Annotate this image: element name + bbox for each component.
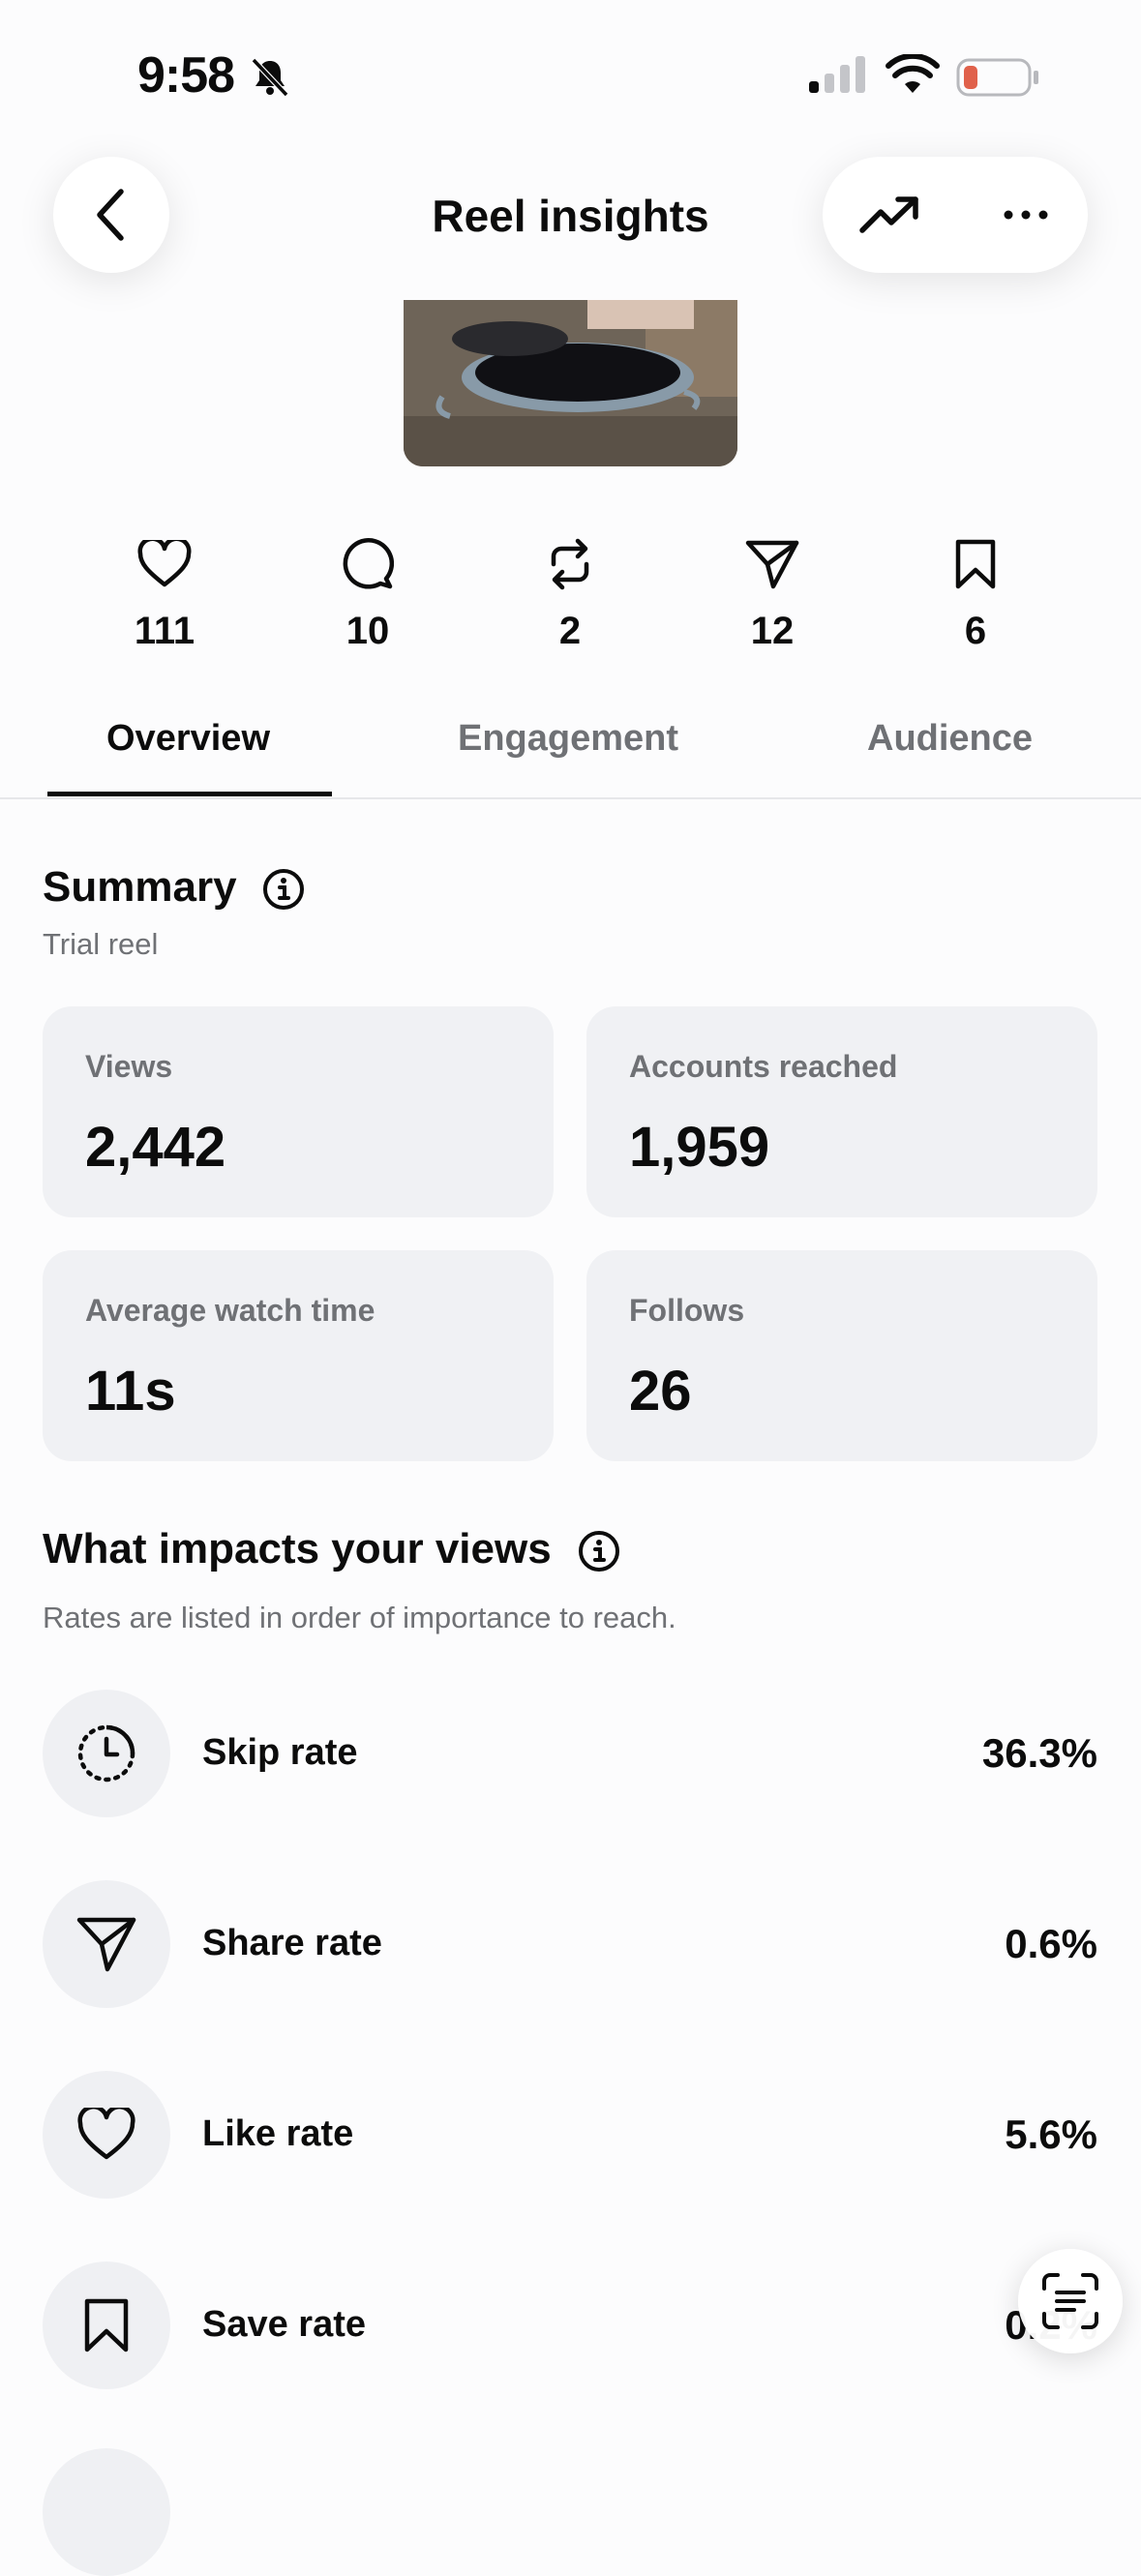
comments-count: 10 bbox=[345, 610, 390, 652]
reposts-count: 2 bbox=[558, 610, 582, 652]
wifi-icon bbox=[886, 54, 940, 93]
more-horizontal-icon bbox=[1004, 210, 1048, 220]
bookmark-icon bbox=[84, 2298, 129, 2352]
skip-rate-label: Skip rate bbox=[202, 1732, 358, 1773]
heart-icon bbox=[77, 2108, 135, 2160]
average-watch-time-card[interactable]: Average watch time 11s bbox=[43, 1250, 554, 1461]
chevron-left-icon bbox=[97, 189, 124, 241]
rate-row-save[interactable]: Save rate 0.2% bbox=[43, 2261, 1097, 2389]
reposts-stat: 2 bbox=[493, 530, 647, 653]
share-rate-label: Share rate bbox=[202, 1923, 382, 1963]
rate-row-like[interactable]: Like rate 5.6% bbox=[43, 2071, 1097, 2199]
follows-value: 26 bbox=[629, 1360, 692, 1423]
active-tab-indicator bbox=[47, 792, 332, 796]
save-rate-label: Save rate bbox=[202, 2304, 367, 2345]
reel-thumbnail-image bbox=[404, 300, 737, 466]
cellular-signal-icon bbox=[809, 56, 865, 93]
impacts-subtitle: Rates are listed in order of importance … bbox=[43, 1601, 676, 1634]
bell-muted-icon bbox=[251, 57, 289, 98]
tab-overview[interactable]: Overview bbox=[106, 718, 270, 759]
summary-subtitle: Trial reel bbox=[43, 927, 159, 961]
like-rate-label: Like rate bbox=[202, 2113, 354, 2154]
timer-icon bbox=[77, 1724, 135, 1782]
page-title: Reel insights bbox=[432, 191, 709, 241]
likes-stat: 111 bbox=[87, 530, 242, 653]
battery-icon bbox=[956, 58, 1038, 97]
rate-row-share[interactable]: Share rate 0.6% bbox=[43, 1880, 1097, 2008]
more-options-button[interactable] bbox=[987, 188, 1065, 242]
share-icon bbox=[745, 540, 799, 589]
average-watch-time-label: Average watch time bbox=[85, 1293, 375, 1328]
skip-rate-value: 36.3% bbox=[981, 1730, 1097, 1776]
next-rate-icon-partial bbox=[43, 2448, 170, 2576]
heart-icon bbox=[137, 540, 192, 587]
views-label: Views bbox=[85, 1049, 173, 1084]
back-button[interactable] bbox=[53, 157, 169, 273]
impacts-title: What impacts your views bbox=[43, 1525, 552, 1573]
accounts-reached-label: Accounts reached bbox=[629, 1049, 898, 1084]
comments-stat: 10 bbox=[290, 530, 445, 653]
shares-stat: 12 bbox=[695, 530, 850, 653]
comment-icon bbox=[343, 538, 394, 589]
tab-engagement[interactable]: Engagement bbox=[458, 718, 679, 759]
trending-up-icon bbox=[859, 196, 918, 233]
rate-row-skip[interactable]: Skip rate 36.3% bbox=[43, 1690, 1097, 1817]
views-card[interactable]: Views 2,442 bbox=[43, 1006, 554, 1217]
shares-count: 12 bbox=[750, 610, 795, 652]
tab-audience[interactable]: Audience bbox=[867, 718, 1034, 759]
header-actions bbox=[823, 157, 1088, 273]
repost-icon bbox=[551, 538, 589, 590]
bookmark-icon bbox=[955, 539, 996, 589]
likes-count: 111 bbox=[134, 610, 195, 652]
follows-card[interactable]: Follows 26 bbox=[586, 1250, 1097, 1461]
follows-label: Follows bbox=[629, 1293, 745, 1328]
send-icon bbox=[76, 1917, 136, 1972]
summary-info-icon[interactable] bbox=[261, 867, 306, 912]
tabs-divider bbox=[0, 797, 1141, 799]
trend-button[interactable] bbox=[852, 188, 929, 242]
text-scan-icon bbox=[1042, 2273, 1098, 2329]
like-rate-value: 5.6% bbox=[1005, 2112, 1097, 2157]
status-time: 9:58 bbox=[137, 47, 235, 104]
summary-title: Summary bbox=[43, 863, 237, 911]
saves-stat: 6 bbox=[898, 530, 1053, 653]
views-value: 2,442 bbox=[85, 1116, 226, 1179]
accounts-reached-card[interactable]: Accounts reached 1,959 bbox=[586, 1006, 1097, 1217]
live-text-button[interactable] bbox=[1018, 2249, 1123, 2353]
saves-count: 6 bbox=[964, 610, 987, 652]
reel-thumbnail[interactable] bbox=[404, 300, 737, 466]
impacts-info-icon[interactable] bbox=[577, 1529, 621, 1573]
accounts-reached-value: 1,959 bbox=[629, 1116, 770, 1179]
share-rate-value: 0.6% bbox=[1005, 1921, 1097, 1966]
average-watch-time-value: 11s bbox=[85, 1360, 176, 1423]
